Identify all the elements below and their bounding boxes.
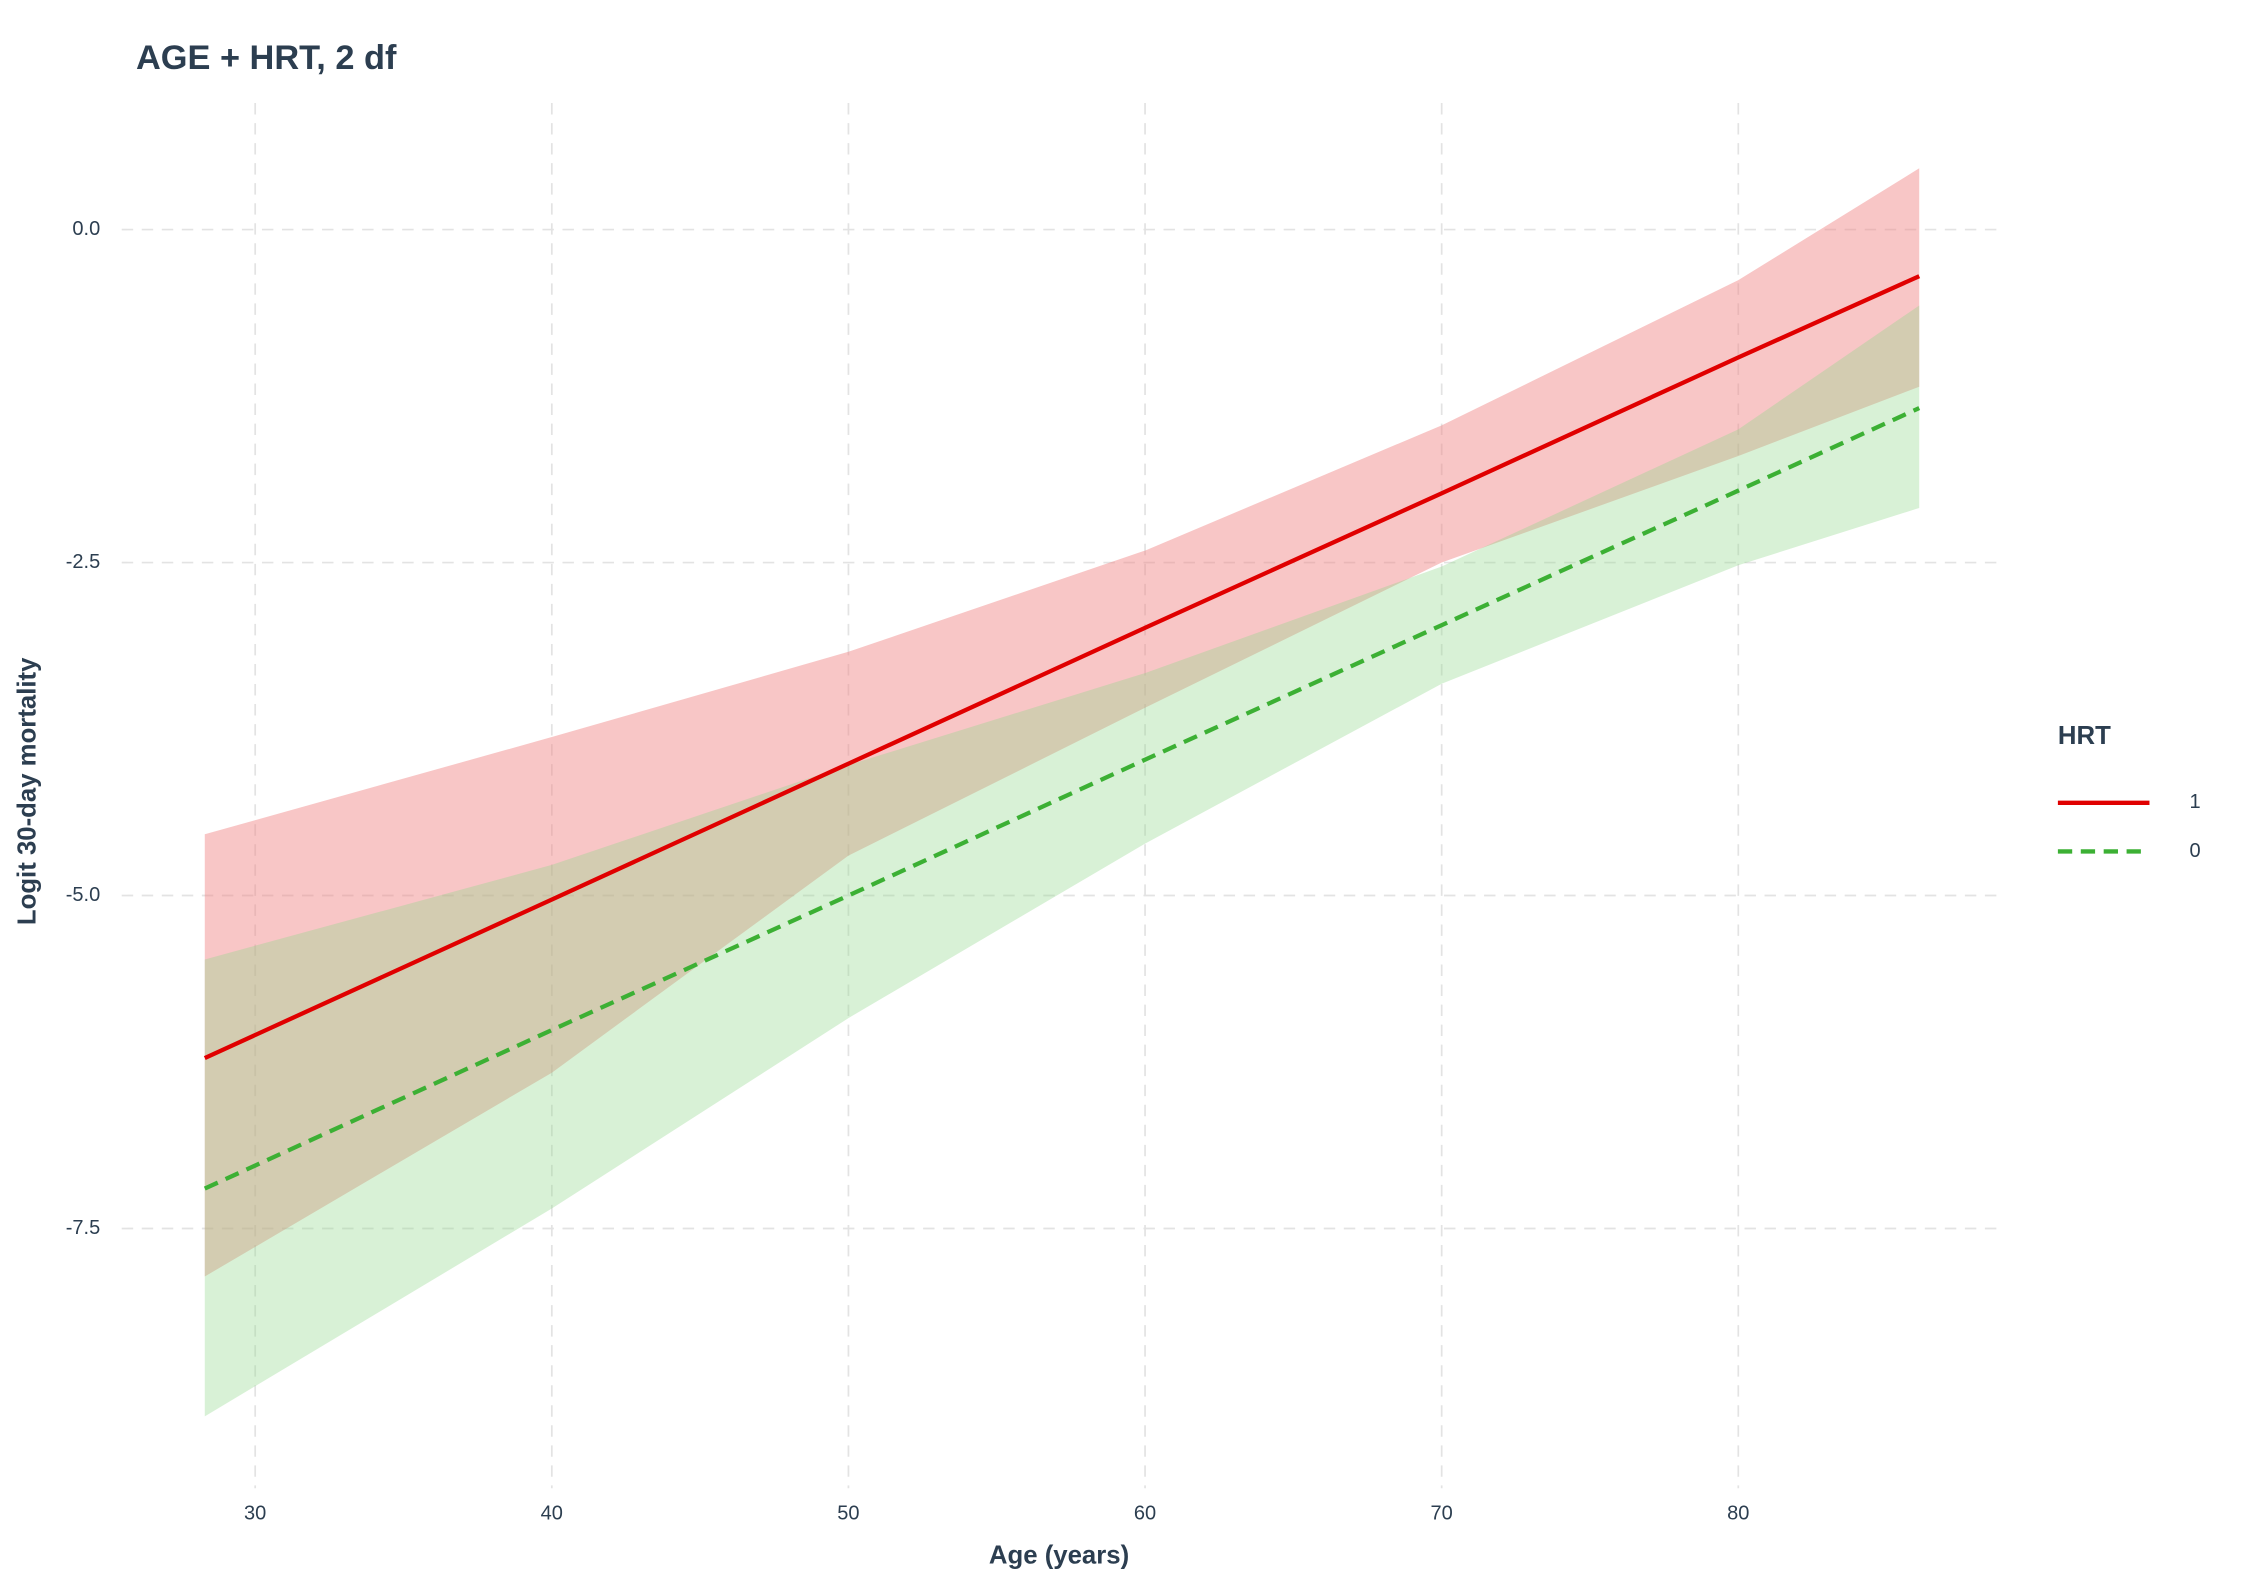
confidence-band — [204, 305, 1920, 1417]
x-tick-label: 50 — [837, 1502, 859, 1524]
y-tick-label: -2.5 — [66, 551, 101, 573]
x-tick-label: 40 — [541, 1502, 563, 1524]
x-tick-label: 60 — [1134, 1502, 1156, 1524]
y-axis-label: Logit 30-day mortality — [13, 657, 41, 925]
confidence-band — [204, 168, 1920, 1277]
series-line — [203, 274, 1921, 1060]
legend-label: 1 — [2190, 791, 2201, 813]
y-tick-label: -5.0 — [66, 884, 101, 906]
x-axis-label: Age (years) — [989, 1542, 1129, 1570]
y-tick-label: 0.0 — [72, 218, 100, 240]
chart-title: AGE + HRT, 2 df — [136, 39, 397, 77]
series-line — [203, 406, 1921, 1191]
x-tick-label: 70 — [1431, 1502, 1453, 1524]
x-tick-label: 80 — [1727, 1502, 1749, 1524]
legend-label: 0 — [2190, 840, 2201, 862]
x-tick-label: 30 — [244, 1502, 266, 1524]
legend-title: HRT — [2058, 722, 2111, 750]
y-tick-label: -7.5 — [66, 1217, 101, 1239]
